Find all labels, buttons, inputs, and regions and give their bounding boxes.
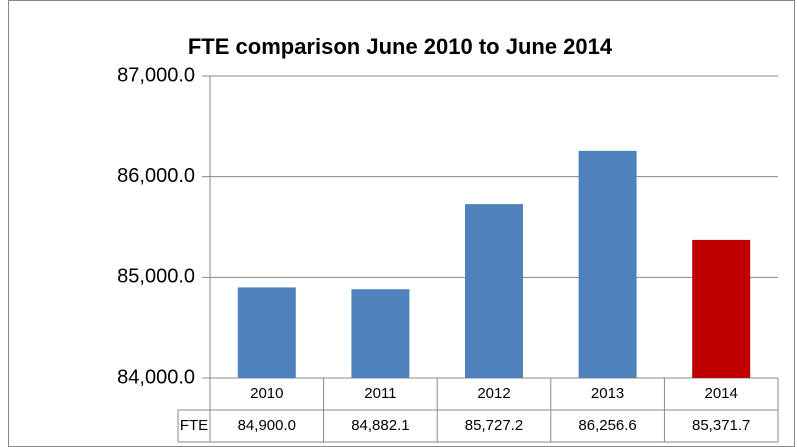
bar	[578, 150, 637, 378]
data-label: 86,256.6	[578, 417, 636, 434]
y-tick-label: 86,000.0	[117, 165, 195, 187]
legend-label: FTE	[180, 417, 208, 434]
bar	[237, 287, 296, 378]
y-tick-label: 84,000.0	[117, 366, 195, 388]
data-label: 85,371.7	[692, 417, 750, 434]
y-tick-label: 87,000.0	[117, 64, 195, 86]
data-label: 85,727.2	[465, 417, 523, 434]
data-label: 84,882.1	[351, 417, 409, 434]
bar	[351, 289, 410, 378]
data-label: 84,900.0	[238, 417, 296, 434]
x-tick-label: 2013	[591, 385, 624, 402]
bar	[465, 204, 523, 378]
x-tick-label: 2014	[705, 385, 738, 402]
x-tick-label: 2010	[250, 385, 283, 402]
x-tick-label: 2011	[364, 385, 396, 402]
y-tick-label: 85,000.0	[117, 266, 195, 288]
bar	[692, 239, 751, 378]
chart-title: FTE comparison June 2010 to June 2014	[188, 34, 613, 59]
x-tick-label: 2012	[477, 385, 510, 402]
